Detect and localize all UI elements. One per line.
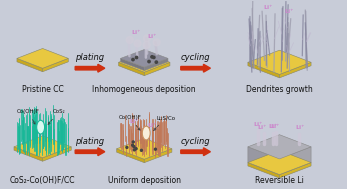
Circle shape <box>148 60 150 63</box>
Circle shape <box>153 39 160 46</box>
Polygon shape <box>17 48 68 68</box>
Circle shape <box>126 36 133 43</box>
Polygon shape <box>43 147 71 161</box>
Polygon shape <box>43 58 68 72</box>
Polygon shape <box>248 150 311 175</box>
Circle shape <box>133 149 135 151</box>
Circle shape <box>132 58 134 61</box>
Text: Li⁺: Li⁺ <box>130 119 139 124</box>
Text: plating: plating <box>75 53 104 62</box>
Circle shape <box>134 40 141 47</box>
Text: Li⁺: Li⁺ <box>263 5 272 10</box>
Text: Li⁺: Li⁺ <box>285 9 294 14</box>
Text: Co(OH)F: Co(OH)F <box>17 109 40 124</box>
Text: Co(OH)F: Co(OH)F <box>119 115 142 130</box>
Polygon shape <box>279 62 311 78</box>
Polygon shape <box>14 136 71 158</box>
FancyArrow shape <box>75 64 105 72</box>
Text: Li⁺: Li⁺ <box>257 125 266 129</box>
Polygon shape <box>248 50 311 74</box>
Text: Inhomogeneous deposition: Inhomogeneous deposition <box>92 85 196 94</box>
Circle shape <box>132 144 134 146</box>
Circle shape <box>135 148 137 150</box>
Polygon shape <box>119 52 170 72</box>
Polygon shape <box>117 149 144 163</box>
Text: Reversible Li: Reversible Li <box>255 176 304 185</box>
Circle shape <box>132 141 134 143</box>
Polygon shape <box>248 62 279 78</box>
Text: Li₂S/Co: Li₂S/Co <box>154 115 175 130</box>
Text: Li⁺: Li⁺ <box>269 124 278 129</box>
Text: Uniform deposition: Uniform deposition <box>108 176 181 185</box>
Circle shape <box>133 146 135 148</box>
Polygon shape <box>144 62 170 76</box>
Text: Li⁺: Li⁺ <box>296 125 305 130</box>
Circle shape <box>126 146 128 148</box>
Circle shape <box>143 42 150 48</box>
Circle shape <box>135 56 138 59</box>
Text: Pristine CC: Pristine CC <box>22 85 64 94</box>
Polygon shape <box>144 149 172 163</box>
Circle shape <box>151 56 153 58</box>
Circle shape <box>144 35 151 42</box>
Ellipse shape <box>142 126 150 140</box>
Text: cycling: cycling <box>181 53 210 62</box>
Circle shape <box>153 56 155 59</box>
Polygon shape <box>279 163 311 178</box>
Text: Dendrites growth: Dendrites growth <box>246 85 313 94</box>
Text: Li⁺: Li⁺ <box>270 124 280 129</box>
FancyArrow shape <box>75 148 105 156</box>
Circle shape <box>154 148 156 150</box>
FancyArrow shape <box>181 148 210 156</box>
Text: Li⁺: Li⁺ <box>132 30 141 35</box>
Polygon shape <box>119 62 144 76</box>
FancyArrow shape <box>181 64 210 72</box>
Text: cycling: cycling <box>181 137 210 146</box>
Polygon shape <box>248 163 279 178</box>
Text: Li⁺: Li⁺ <box>147 34 157 39</box>
Polygon shape <box>121 50 168 67</box>
Text: CoS₂: CoS₂ <box>48 109 65 125</box>
Text: Li⁺: Li⁺ <box>147 123 157 128</box>
Text: CoS₂-Co(OH)F/CC: CoS₂-Co(OH)F/CC <box>10 176 75 185</box>
Text: Li⁺: Li⁺ <box>254 122 263 127</box>
Polygon shape <box>14 147 43 161</box>
Polygon shape <box>121 58 144 71</box>
Polygon shape <box>248 147 279 175</box>
Polygon shape <box>248 135 311 159</box>
Ellipse shape <box>37 120 45 134</box>
Circle shape <box>141 149 142 151</box>
Polygon shape <box>144 58 168 71</box>
Polygon shape <box>117 138 172 159</box>
Polygon shape <box>279 147 311 175</box>
Polygon shape <box>17 58 43 72</box>
Circle shape <box>155 61 158 63</box>
Text: plating: plating <box>75 137 104 146</box>
